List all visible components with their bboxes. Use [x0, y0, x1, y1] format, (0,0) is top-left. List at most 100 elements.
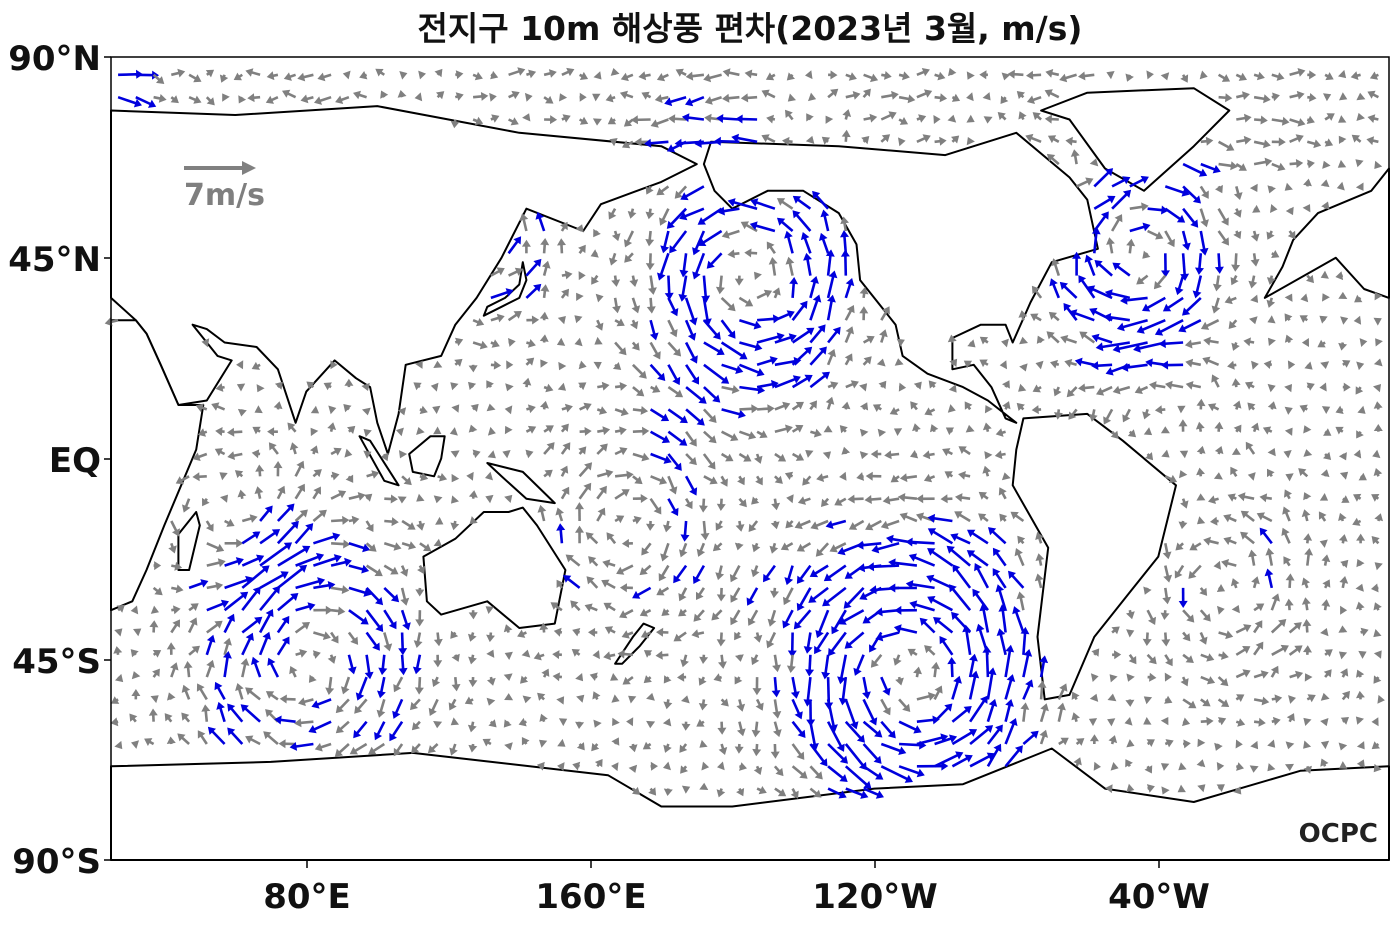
wind-vector	[411, 743, 421, 754]
wind-vector-head	[468, 679, 478, 688]
wind-vector	[720, 319, 736, 339]
wind-vector	[578, 446, 587, 455]
wind-vector-head	[1297, 68, 1306, 77]
wind-vector	[859, 451, 869, 460]
wind-vector-head	[979, 359, 988, 368]
wind-vector-head	[785, 520, 794, 529]
wind-vector-head	[455, 92, 464, 101]
wind-vector-head	[341, 585, 350, 594]
wind-vector-head	[692, 271, 701, 280]
wind-vector	[1301, 338, 1309, 347]
wind-vector	[713, 136, 740, 146]
wind-vector	[115, 673, 124, 683]
wind-vector-head	[297, 72, 306, 82]
wind-vector-head	[775, 767, 784, 777]
wind-vector	[470, 403, 479, 412]
wind-vector-head	[1203, 336, 1211, 346]
wind-vector-head	[383, 643, 393, 652]
wind-vector	[1022, 679, 1034, 700]
wind-vector	[245, 687, 261, 701]
wind-vector	[245, 735, 261, 746]
wind-vector	[1164, 695, 1173, 704]
wind-vector-head	[521, 649, 531, 658]
wind-vector	[312, 650, 321, 659]
wind-vector	[978, 513, 989, 523]
wind-vector-head	[821, 671, 831, 680]
wind-vector-head	[222, 93, 230, 102]
wind-vector-head	[735, 114, 743, 124]
wind-vector-head	[1223, 514, 1232, 523]
wind-vector	[967, 529, 989, 545]
wind-vector-head	[597, 507, 606, 516]
wind-vector-head	[545, 425, 554, 433]
wind-vector	[880, 720, 896, 739]
wind-vector-head	[707, 461, 716, 470]
wind-vector-head	[988, 698, 998, 707]
wind-vector	[206, 620, 223, 634]
wind-vector-shaft	[699, 207, 723, 225]
wind-vector-head	[670, 507, 679, 516]
wind-vector-head	[1050, 359, 1058, 369]
wind-vector	[1182, 162, 1208, 177]
wind-vector-head	[639, 567, 648, 576]
wind-vector	[327, 654, 337, 664]
wind-vector	[148, 708, 158, 722]
wind-vector-head	[1179, 450, 1189, 459]
wind-vector	[749, 221, 776, 233]
wind-vector-head	[1298, 468, 1307, 477]
wind-vector-head	[738, 499, 747, 508]
wind-vector-head	[603, 602, 612, 611]
wind-vector	[135, 96, 157, 108]
wind-vector	[684, 341, 698, 364]
wind-vector	[1268, 337, 1276, 346]
wind-vector-head	[822, 598, 831, 607]
wind-vector-head	[251, 656, 260, 665]
wind-vector-head	[362, 407, 371, 416]
wind-vector	[632, 586, 652, 599]
wind-vector	[1044, 114, 1059, 124]
wind-vector	[1214, 446, 1224, 455]
wind-vector	[454, 92, 464, 101]
wind-vector-head	[455, 70, 464, 80]
wind-vector-head	[1278, 137, 1286, 147]
wind-vector-head	[666, 220, 675, 229]
wind-vector	[241, 586, 261, 611]
wind-vector-head	[1264, 568, 1274, 577]
wind-vector-head	[451, 495, 459, 504]
wind-vector-head	[1352, 517, 1361, 526]
wind-vector	[860, 402, 869, 411]
wind-vector-head	[734, 631, 742, 641]
wind-vector	[1306, 274, 1314, 284]
wind-vector-shaft	[908, 582, 935, 590]
wind-vector	[342, 70, 351, 80]
wind-vector-head	[504, 742, 513, 751]
wind-vector	[223, 591, 249, 612]
wind-vector-head	[895, 677, 904, 686]
wind-vector	[986, 667, 997, 700]
wind-vector	[1161, 253, 1170, 278]
wind-vector	[1338, 651, 1348, 660]
wind-vector	[1014, 548, 1025, 567]
wind-vector-head	[982, 645, 992, 653]
wind-vector	[366, 470, 380, 479]
wind-vector	[227, 703, 244, 723]
wind-vector	[782, 609, 794, 629]
wind-vector	[354, 698, 368, 714]
wind-vector	[560, 288, 569, 299]
wind-vector-head	[1272, 92, 1280, 102]
wind-vector	[881, 71, 892, 80]
wind-vector-head	[316, 552, 325, 562]
wind-vector-head	[897, 493, 906, 502]
wind-vector	[1235, 624, 1252, 634]
wind-vector	[862, 335, 875, 344]
wind-vector-head	[1108, 735, 1118, 744]
wind-vector	[611, 694, 620, 703]
wind-vector-head	[1111, 626, 1120, 635]
wind-vector-head	[1255, 603, 1265, 612]
wind-vector-head	[650, 761, 658, 771]
wind-vector-head	[1304, 361, 1313, 370]
wind-vector-head	[659, 476, 668, 485]
wind-vector-head	[1231, 447, 1241, 455]
wind-vector-head	[1377, 694, 1385, 704]
wind-vector	[597, 426, 611, 436]
